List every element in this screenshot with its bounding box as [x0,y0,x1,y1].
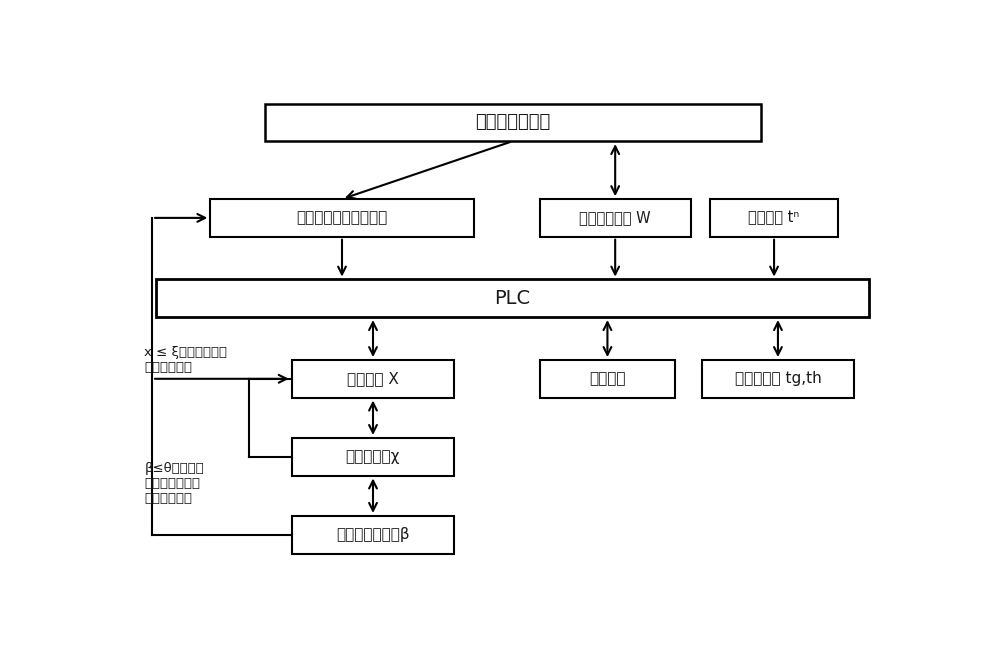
Text: 水力平衡计算阀门开度: 水力平衡计算阀门开度 [296,210,388,225]
Text: PLC: PLC [494,289,531,308]
Text: 水力失调度χ: 水力失调度χ [346,449,400,464]
Text: 阀门开度 X: 阀门开度 X [347,372,399,387]
Bar [702,360,854,398]
Text: 换热站协调系统: 换热站协调系统 [475,114,550,131]
Text: β≤θ，系统平
衡，反之重新进
行水力平衡计: β≤θ，系统平 衡，反之重新进 行水力平衡计 [144,462,204,505]
Bar [540,199,691,237]
Text: 室内温度 tⁿ: 室内温度 tⁿ [748,210,800,225]
Bar [710,199,838,237]
Bar [292,438,454,475]
Bar [210,199,474,237]
Bar [292,360,454,398]
Text: 室外气象参数 W: 室外气象参数 W [579,210,651,225]
Text: x ≤ ξ，保持开度，
反之调节开度: x ≤ ξ，保持开度， 反之调节开度 [144,346,227,374]
Bar [264,103,761,141]
Bar [540,360,675,398]
Text: 管网水力平衡度β: 管网水力平衡度β [336,527,410,542]
Bar [292,516,454,554]
Text: 水泵转速: 水泵转速 [589,372,626,387]
Bar [156,279,869,317]
Text: 供回水温度 tg,th: 供回水温度 tg,th [735,372,821,387]
